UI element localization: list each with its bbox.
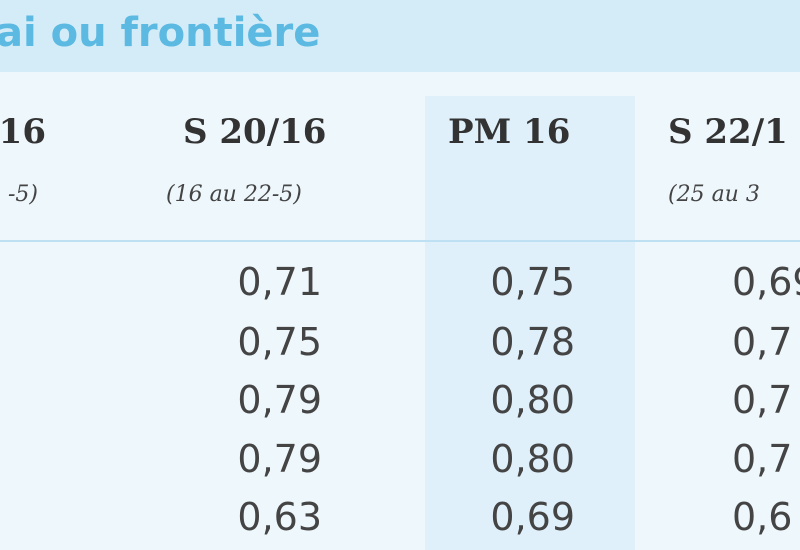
column-subheader: (16 au 22-5) <box>166 182 302 207</box>
title: ai ou frontière <box>0 10 321 56</box>
column-subheader: (25 au 3 <box>668 182 760 207</box>
cell-value: 0,7 <box>732 437 793 481</box>
cell-value: 0,80 <box>490 437 575 481</box>
cell-value: 0,71 <box>237 260 322 304</box>
cell-value: 0,80 <box>490 378 575 422</box>
cell-value: 0,75 <box>237 320 322 364</box>
column-header: S 22/1 <box>668 112 788 152</box>
column-header: S 20/16 <box>183 112 327 152</box>
cell-value: 0,6 <box>732 495 793 539</box>
cell-value: 0,79 <box>237 378 322 422</box>
cell-value: 0,69 <box>732 260 800 304</box>
cell-value: 0,63 <box>237 495 322 539</box>
column-subheader: -5) <box>7 182 38 207</box>
cell-value: 0,7 <box>732 320 793 364</box>
cell-value: 0,69 <box>490 495 575 539</box>
title-bar: ai ou frontière <box>0 0 800 72</box>
column-header: PM 16 <box>448 112 571 152</box>
column-header: 16 <box>0 112 46 152</box>
cell-value: 0,7 <box>732 378 793 422</box>
cell-value: 0,78 <box>490 320 575 364</box>
cell-value: 0,79 <box>237 437 322 481</box>
separator <box>0 240 800 242</box>
cell-value: 0,75 <box>490 260 575 304</box>
highlight-column <box>425 96 635 550</box>
